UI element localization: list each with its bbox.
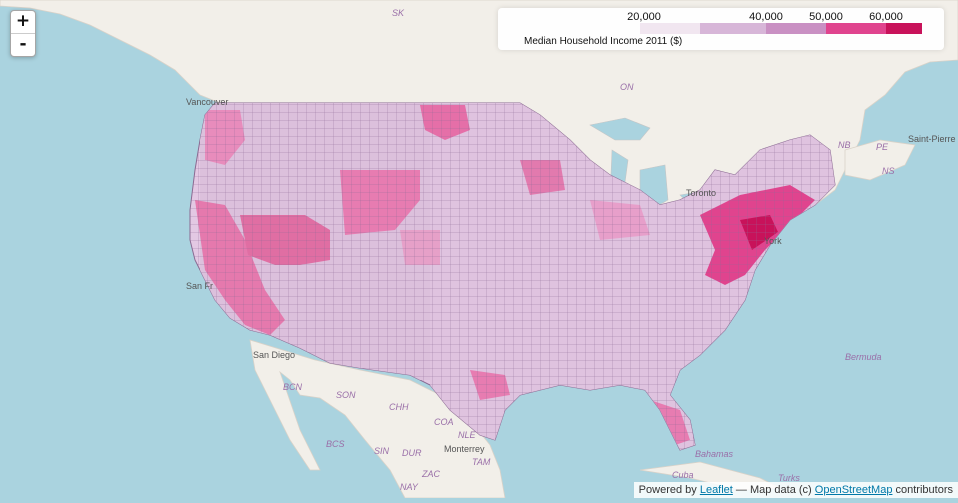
label-pe: PE: [876, 142, 889, 152]
legend-tick: 20,000: [627, 11, 661, 23]
legend-bin: [826, 23, 886, 34]
label-bcn: BCN: [283, 382, 303, 392]
maritimes-land: [844, 139, 916, 181]
attribution: Powered by Leaflet — Map data (c) OpenSt…: [633, 482, 958, 498]
legend-tick: 50,000: [809, 11, 843, 23]
legend-bin: [640, 23, 700, 34]
label-bahamas: Bahamas: [695, 449, 734, 459]
label-ns: NS: [882, 166, 895, 176]
label-dur: DUR: [402, 448, 422, 458]
openstreetmap-link[interactable]: OpenStreetMap: [814, 484, 893, 496]
legend-title: Median Household Income 2011 ($): [524, 36, 683, 47]
attribution-prefix: Powered by: [638, 484, 697, 496]
label-on: ON: [620, 82, 634, 92]
label-sin: SIN: [374, 446, 390, 456]
label-coa: COA: [434, 417, 454, 427]
label-nle: NLE: [458, 430, 477, 440]
label-bermuda: Bermuda: [845, 352, 882, 362]
legend-tick: 60,000: [869, 11, 903, 23]
zoom-in-button[interactable]: +: [15, 11, 31, 31]
legend-bin: [766, 23, 826, 34]
label-nb: NB: [838, 140, 851, 150]
label-monterrey: Monterrey: [444, 444, 485, 454]
mexico-land: [249, 339, 506, 499]
label-san-fr: San Fr: [186, 281, 213, 291]
legend-bin: [886, 23, 922, 34]
label-son: SON: [336, 390, 356, 400]
zoom-control: + -: [10, 10, 36, 57]
zoom-out-button[interactable]: -: [11, 33, 35, 56]
label-saint-pierre: Saint-Pierre: [908, 134, 956, 144]
label-zac: ZAC: [421, 469, 441, 479]
label-bcs: BCS: [326, 439, 345, 449]
label-cuba: Cuba: [672, 470, 694, 480]
label-chh: CHH: [389, 402, 409, 412]
legend-bin: [700, 23, 766, 34]
legend-color-scale: [640, 23, 922, 34]
label-turks: Turks: [778, 473, 800, 483]
map-legend: 20,000 40,000 50,000 60,000 Median House…: [498, 8, 944, 50]
leaflet-link[interactable]: Leaflet: [699, 484, 733, 496]
label-toronto: Toronto: [686, 188, 716, 198]
label-sk: SK: [392, 8, 405, 18]
attribution-suffix: contributors: [895, 484, 953, 496]
label-vancouver: Vancouver: [186, 97, 228, 107]
attribution-middle: — Map data (c): [735, 484, 812, 496]
label-nay: NAY: [400, 482, 419, 492]
legend-tick: 40,000: [749, 11, 783, 23]
label-york: York: [764, 236, 782, 246]
label-tam: TAM: [472, 457, 491, 467]
label-san-diego: San Diego: [253, 350, 295, 360]
